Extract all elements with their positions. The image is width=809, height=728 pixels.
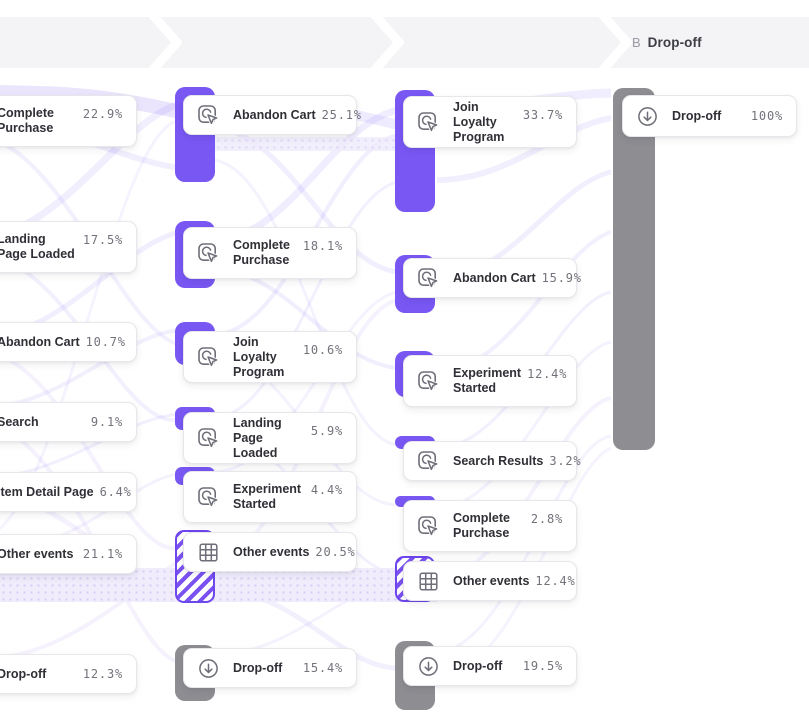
event-share: 12.4% bbox=[535, 574, 576, 588]
step-segment-2[interactable] bbox=[160, 17, 384, 68]
event-label: Other events bbox=[453, 573, 530, 588]
event-card-step1-drop-off[interactable]: Drop-off 12.3% bbox=[0, 654, 137, 694]
event-share: 10.6% bbox=[302, 343, 343, 357]
step-badge: B bbox=[632, 35, 641, 50]
click-event-icon bbox=[416, 266, 441, 291]
step-segment-1[interactable] bbox=[0, 17, 160, 68]
event-label: Landing Page Loaded bbox=[233, 415, 282, 460]
click-event-icon bbox=[196, 426, 221, 451]
event-label: Experiment Started bbox=[453, 366, 522, 395]
click-event-icon bbox=[196, 345, 221, 370]
event-share: 21.1% bbox=[82, 547, 123, 561]
event-share: 33.7% bbox=[522, 108, 563, 122]
drop-off-icon bbox=[196, 656, 221, 681]
flow-band bbox=[215, 137, 396, 151]
event-label: Landing Page Loaded bbox=[0, 232, 75, 261]
drop-off-icon bbox=[416, 654, 441, 679]
journey-step-header: B Drop-off bbox=[0, 12, 809, 73]
event-share: 18.1% bbox=[302, 239, 343, 253]
event-card-step3-experiment[interactable]: Experiment Started 12.4% bbox=[403, 355, 577, 407]
event-card-step2-join-loyalty[interactable]: Join Loyalty Program 10.6% bbox=[183, 331, 357, 383]
event-card-step3-search-results[interactable]: Search Results 3.2% bbox=[403, 441, 581, 481]
event-label: Complete Purchase bbox=[233, 238, 290, 267]
event-share: 19.5% bbox=[522, 659, 563, 673]
event-card-step2-experiment[interactable]: Experiment Started 4.4% bbox=[183, 471, 357, 523]
event-label: Item Detail Page bbox=[0, 484, 94, 499]
event-share: 12.3% bbox=[82, 667, 123, 681]
event-share: 100% bbox=[750, 109, 783, 123]
event-card-step3-drop-off[interactable]: Drop-off 19.5% bbox=[403, 646, 577, 686]
other-events-icon bbox=[196, 540, 221, 565]
step-name: Drop-off bbox=[647, 35, 702, 50]
event-card-step2-abandon-cart[interactable]: Abandon Cart 25.1% bbox=[183, 95, 361, 135]
event-label: Experiment Started bbox=[233, 482, 302, 511]
event-card-step3-abandon-cart[interactable]: Abandon Cart 15.9% bbox=[403, 258, 581, 298]
event-label: Join Loyalty Program bbox=[233, 334, 285, 379]
event-label: Complete Purchase bbox=[453, 511, 510, 540]
click-event-icon bbox=[196, 485, 221, 510]
event-card-step4-drop-off[interactable]: Drop-off 100% bbox=[622, 95, 797, 137]
chevron-separator-icon bbox=[147, 12, 182, 73]
step-segment-3[interactable] bbox=[384, 17, 610, 68]
chevron-separator-icon bbox=[369, 12, 404, 73]
event-label: Search bbox=[0, 414, 39, 429]
event-share: 15.4% bbox=[302, 661, 343, 675]
event-share: 9.1% bbox=[90, 415, 123, 429]
click-event-icon bbox=[416, 514, 441, 539]
event-card-step2-complete-purchase[interactable]: Complete Purchase 18.1% bbox=[183, 227, 357, 279]
event-card-step2-drop-off[interactable]: Drop-off 15.4% bbox=[183, 648, 357, 688]
event-card-step1-complete-purchase[interactable]: Complete Purchase 22.9% bbox=[0, 95, 137, 147]
event-card-step3-complete-purchase[interactable]: Complete Purchase 2.8% bbox=[403, 500, 577, 552]
event-label: Abandon Cart bbox=[0, 334, 80, 349]
event-card-step1-other-events[interactable]: Other events 21.1% bbox=[0, 534, 137, 574]
event-label: Drop-off bbox=[453, 658, 503, 673]
event-card-step1-search[interactable]: Search 9.1% bbox=[0, 402, 137, 442]
event-share: 15.9% bbox=[541, 271, 582, 285]
event-label: Drop-off bbox=[233, 660, 283, 675]
event-label: Complete Purchase bbox=[0, 106, 54, 135]
event-card-step1-item-detail[interactable]: Item Detail Page 6.4% bbox=[0, 472, 137, 512]
event-card-step3-other-events[interactable]: Other events 12.4% bbox=[403, 561, 577, 601]
event-card-step3-join-loyalty[interactable]: Join Loyalty Program 33.7% bbox=[403, 96, 577, 148]
event-label: Other events bbox=[0, 546, 74, 561]
click-event-icon bbox=[196, 103, 221, 128]
drop-off-icon bbox=[635, 104, 660, 129]
event-share: 12.4% bbox=[527, 367, 568, 381]
event-share: 4.4% bbox=[310, 483, 343, 497]
event-card-step2-landing-page[interactable]: Landing Page Loaded 5.9% bbox=[183, 412, 357, 464]
event-label: Abandon Cart bbox=[453, 270, 536, 285]
event-label: Other events bbox=[233, 544, 310, 559]
event-share: 22.9% bbox=[82, 107, 123, 121]
event-share: 25.1% bbox=[321, 108, 362, 122]
event-label: Search Results bbox=[453, 453, 544, 468]
event-card-step2-other-events[interactable]: Other events 20.5% bbox=[183, 532, 357, 572]
event-share: 5.9% bbox=[310, 424, 343, 438]
flow-bar-step4-drop-off[interactable] bbox=[613, 88, 655, 450]
event-share: 6.4% bbox=[99, 485, 132, 499]
other-events-icon bbox=[416, 569, 441, 594]
event-label: Drop-off bbox=[672, 108, 722, 123]
event-share: 17.5% bbox=[82, 233, 123, 247]
event-label: Abandon Cart bbox=[233, 107, 316, 122]
event-card-step1-landing-page[interactable]: Landing Page Loaded 17.5% bbox=[0, 221, 137, 273]
event-card-step1-abandon-cart[interactable]: Abandon Cart 10.7% bbox=[0, 322, 137, 362]
chevron-separator-icon bbox=[597, 12, 632, 73]
event-label: Drop-off bbox=[0, 666, 47, 681]
event-share: 10.7% bbox=[85, 335, 126, 349]
click-event-icon bbox=[416, 110, 441, 135]
active-step-label[interactable]: B Drop-off bbox=[632, 17, 702, 68]
click-event-icon bbox=[416, 449, 441, 474]
click-event-icon bbox=[416, 369, 441, 394]
click-event-icon bbox=[196, 241, 221, 266]
event-share: 2.8% bbox=[530, 512, 563, 526]
event-label: Join Loyalty Program bbox=[453, 99, 505, 144]
event-share: 3.2% bbox=[549, 454, 582, 468]
event-share: 20.5% bbox=[315, 545, 356, 559]
